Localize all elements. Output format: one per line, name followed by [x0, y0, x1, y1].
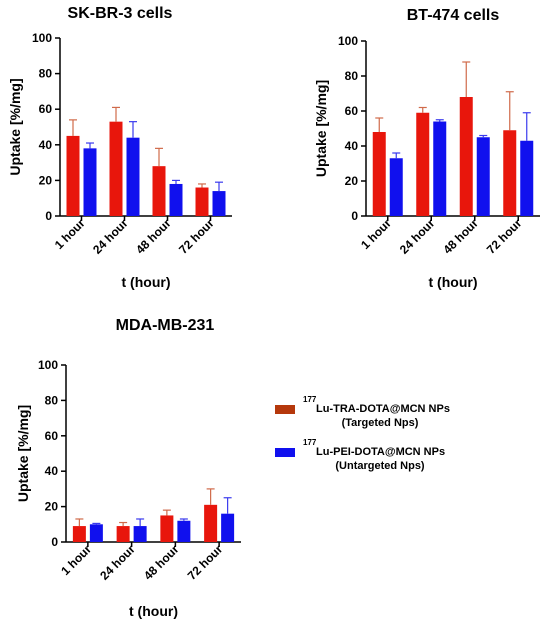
- x-axis-label: t (hour): [122, 274, 171, 290]
- y-tick-label: 20: [39, 173, 53, 187]
- x-tick-label: 72 hour: [185, 542, 226, 583]
- x-tick-label: 24 hour: [397, 216, 438, 257]
- bar-targeted: [66, 135, 80, 216]
- bar-untargeted: [126, 137, 140, 216]
- y-tick-label: 40: [39, 138, 53, 152]
- bar-targeted: [416, 112, 430, 216]
- y-tick-label: 0: [45, 209, 52, 223]
- y-tick-label: 60: [45, 429, 59, 443]
- y-tick-label: 20: [345, 174, 359, 188]
- chart-panel-1: SK-BR-3 cells 0 20 40 60 80 100 Uptake [%/mg] 1 …: [7, 5, 232, 290]
- chart-title: BT-474 cells: [407, 7, 500, 24]
- bar-targeted: [204, 504, 218, 542]
- bar-untargeted: [89, 524, 103, 542]
- y-tick-label: 80: [45, 393, 59, 407]
- bar-untargeted: [212, 191, 226, 216]
- bar-untargeted: [476, 137, 490, 216]
- x-tick-label: 48 hour: [440, 216, 481, 257]
- y-tick-label: 100: [338, 34, 358, 48]
- legend-label: Lu-TRA-DOTA@MCN NPs: [316, 403, 450, 415]
- x-tick-label: 48 hour: [141, 542, 182, 583]
- x-tick-label: 72 hour: [176, 216, 217, 257]
- bar-targeted: [459, 97, 473, 216]
- legend-swatch: [275, 448, 295, 457]
- bar-targeted: [116, 526, 130, 542]
- bar-untargeted: [389, 158, 403, 216]
- legend-sublabel: (Untargeted Nps): [335, 460, 425, 472]
- legend-sublabel: (Targeted Nps): [342, 417, 419, 429]
- y-tick-label: 0: [51, 535, 58, 549]
- y-tick-label: 60: [39, 102, 53, 116]
- legend-swatch: [275, 405, 295, 414]
- y-axis-label: Uptake [%/mg]: [15, 405, 31, 502]
- y-tick-label: 100: [38, 358, 58, 372]
- y-tick-label: 80: [345, 69, 359, 83]
- chart-panel-2: BT-474 cells 0 20 40 60 80 100 Uptake [%/mg] 1 h…: [313, 7, 540, 290]
- bar-untargeted: [83, 148, 97, 216]
- bar-targeted: [195, 187, 209, 216]
- x-tick-label: 24 hour: [97, 542, 138, 583]
- legend-superscript: 177: [303, 438, 317, 447]
- bar-untargeted: [133, 526, 147, 542]
- x-tick-label: 72 hour: [484, 216, 525, 257]
- x-tick-label: 24 hour: [90, 216, 131, 257]
- legend-label: Lu-PEI-DOTA@MCN NPs: [316, 446, 445, 458]
- x-tick-label: 1 hour: [52, 216, 88, 252]
- y-tick-label: 60: [345, 104, 359, 118]
- bar-targeted: [160, 515, 174, 542]
- x-tick-label: 1 hour: [358, 216, 394, 252]
- bar-untargeted: [520, 140, 534, 216]
- bar-targeted: [372, 132, 386, 216]
- y-axis-label: Uptake [%/mg]: [313, 80, 329, 177]
- chart-title: MDA-MB-231: [116, 317, 215, 334]
- x-tick-label: 48 hour: [133, 216, 174, 257]
- y-axis-label: Uptake [%/mg]: [7, 78, 23, 175]
- y-tick-label: 20: [45, 500, 59, 514]
- chart-title: SK-BR-3 cells: [68, 5, 173, 22]
- bar-untargeted: [177, 520, 191, 542]
- bar-targeted: [152, 166, 166, 216]
- bar-targeted: [72, 526, 86, 542]
- x-tick-label: 1 hour: [58, 542, 94, 578]
- bar-untargeted: [433, 121, 447, 216]
- y-tick-label: 0: [351, 209, 358, 223]
- y-tick-label: 40: [345, 139, 359, 153]
- y-tick-label: 80: [39, 67, 53, 81]
- y-tick-label: 40: [45, 464, 59, 478]
- x-axis-label: t (hour): [429, 274, 478, 290]
- y-tick-label: 100: [32, 31, 52, 45]
- chart-panel-3: MDA-MB-231 0 20 40 60 80 100 Uptake [%/mg] 1 hou…: [15, 317, 241, 619]
- bar-targeted: [109, 121, 123, 216]
- bar-targeted: [503, 130, 517, 216]
- bar-untargeted: [221, 513, 235, 542]
- bar-untargeted: [169, 183, 183, 216]
- legend-superscript: 177: [303, 395, 317, 404]
- x-axis-label: t (hour): [129, 603, 178, 619]
